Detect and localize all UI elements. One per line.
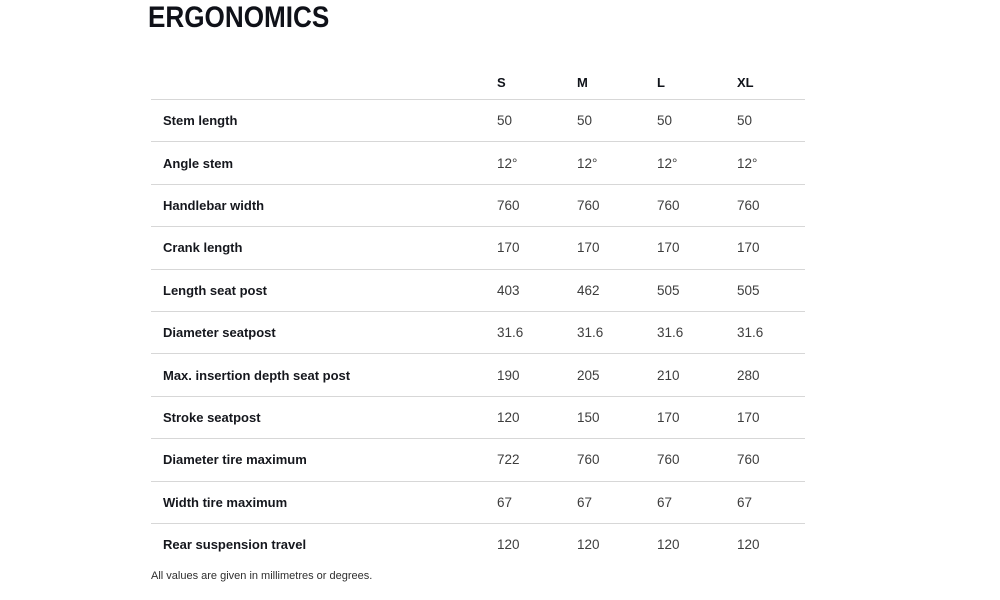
- table-row: Max. insertion depth seat post 190 205 210 2…: [151, 353, 805, 395]
- value-cell-xl: 280: [737, 367, 760, 383]
- value-cell-s: 12°: [497, 155, 518, 171]
- row-label: Crank length: [163, 240, 243, 256]
- value-cell-m: 50: [577, 113, 593, 129]
- value-cell-l: 67: [657, 494, 673, 510]
- table-row: Handlebar width 760 760 760 760: [151, 183, 805, 226]
- table-row: Diameter tire maximum 722 760 760 760: [151, 438, 805, 480]
- column-header-l: L: [657, 74, 665, 90]
- value-cell-l: 210: [657, 367, 680, 383]
- value-cell-xl: 120: [737, 537, 760, 553]
- value-cell-s: 170: [497, 240, 520, 256]
- value-cell-xl: 760: [737, 452, 760, 468]
- value-cell-l: 50: [657, 113, 673, 129]
- table-row: Length seat post 403 462 505 505: [151, 268, 805, 311]
- value-cell-s: 760: [497, 197, 520, 213]
- table-row: Width tire maximum 67 67 67 67: [151, 480, 805, 523]
- value-cell-xl: 760: [737, 197, 760, 213]
- column-header-s: S: [497, 74, 506, 90]
- value-cell-s: 722: [497, 452, 520, 468]
- row-label: Stem length: [163, 113, 238, 129]
- value-cell-l: 170: [657, 409, 680, 425]
- value-cell-l: 760: [657, 452, 680, 468]
- value-cell-l: 12°: [657, 155, 678, 171]
- section-title: ERGONOMICS: [148, 1, 330, 34]
- value-cell-l: 170: [657, 240, 680, 256]
- value-cell-xl: 12°: [737, 155, 758, 171]
- value-cell-m: 170: [577, 240, 600, 256]
- value-cell-m: 760: [577, 197, 600, 213]
- value-cell-l: 120: [657, 537, 680, 553]
- value-cell-s: 120: [497, 537, 520, 553]
- value-cell-m: 120: [577, 537, 600, 553]
- units-footnote: All values are given in millimetres or d…: [151, 570, 373, 582]
- value-cell-s: 120: [497, 409, 520, 425]
- table-row: Diameter seatpost 31.6 31.6 31.6 31.6: [151, 310, 805, 353]
- row-label: Stroke seatpost: [163, 409, 261, 425]
- row-label: Angle stem: [163, 155, 234, 171]
- table-row: Rear suspension travel 120 120 120 120: [151, 522, 805, 565]
- value-cell-m: 31.6: [577, 325, 604, 341]
- value-cell-xl: 505: [737, 282, 760, 298]
- value-cell-s: 403: [497, 282, 520, 298]
- value-cell-s: 190: [497, 367, 520, 383]
- row-label: Max. insertion depth seat post: [163, 367, 351, 383]
- row-label: Handlebar width: [163, 197, 265, 213]
- column-header-m: M: [577, 74, 588, 90]
- value-cell-m: 12°: [577, 155, 598, 171]
- value-cell-xl: 67: [737, 494, 753, 510]
- table-row: Stem length 50 50 50 50: [151, 99, 805, 141]
- value-cell-l: 505: [657, 282, 680, 298]
- value-cell-xl: 50: [737, 113, 753, 129]
- row-label: Diameter seatpost: [163, 325, 276, 341]
- value-cell-xl: 170: [737, 409, 760, 425]
- value-cell-m: 67: [577, 494, 593, 510]
- row-label: Length seat post: [163, 282, 268, 298]
- ergonomics-table: S M L XL Stem length 50 50 50 50 Angle stem 12° 12…: [151, 65, 805, 565]
- value-cell-xl: 170: [737, 240, 760, 256]
- value-cell-l: 31.6: [657, 325, 684, 341]
- row-label: Diameter tire maximum: [163, 452, 307, 468]
- table-row: Crank length 170 170 170 170: [151, 226, 805, 268]
- value-cell-s: 50: [497, 113, 513, 129]
- value-cell-m: 205: [577, 367, 600, 383]
- value-cell-m: 150: [577, 409, 600, 425]
- table-header-row: S M L XL: [151, 65, 805, 99]
- row-label: Width tire maximum: [163, 494, 288, 510]
- table-row: Stroke seatpost 120 150 170 170: [151, 395, 805, 438]
- value-cell-s: 31.6: [497, 325, 524, 341]
- value-cell-xl: 31.6: [737, 325, 764, 341]
- value-cell-s: 67: [497, 494, 513, 510]
- value-cell-m: 462: [577, 282, 600, 298]
- row-label: Rear suspension travel: [163, 537, 307, 553]
- table-row: Angle stem 12° 12° 12° 12°: [151, 141, 805, 183]
- value-cell-l: 760: [657, 197, 680, 213]
- value-cell-m: 760: [577, 452, 600, 468]
- column-header-xl: XL: [737, 74, 754, 90]
